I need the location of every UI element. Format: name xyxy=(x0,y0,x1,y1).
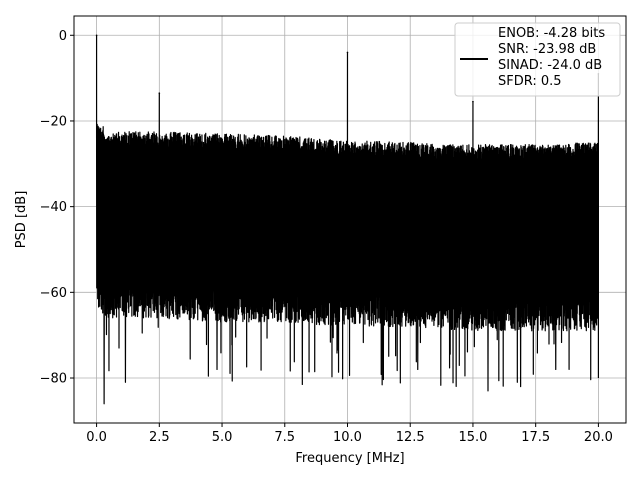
legend-entry-sfdr: SFDR: 0.5 xyxy=(498,74,562,89)
peak-point-2 xyxy=(346,51,349,54)
x-tick-label-3: 7.5 xyxy=(274,430,295,445)
y-tick-label-1: −20 xyxy=(40,114,67,129)
plot-frame xyxy=(73,15,627,424)
x-tick-label-0: 0.0 xyxy=(86,430,107,445)
peak-point-0 xyxy=(95,34,98,37)
x-axis-label: Frequency [MHz] xyxy=(295,451,404,466)
peak-point-3 xyxy=(472,100,474,103)
axis-ticks: 0.0 2.5 5.0 7.5 10.0 12.5 15.0 17.5 20.0 0 −20 −40 −… xyxy=(40,29,613,445)
x-tick-label-1: 2.5 xyxy=(149,430,170,445)
y-tick-label-3: −60 xyxy=(40,286,67,301)
x-tick-label-6: 15.0 xyxy=(458,430,487,445)
psd-line xyxy=(95,35,599,405)
y-tick-label-2: −40 xyxy=(40,200,67,215)
x-tick-label-2: 5.0 xyxy=(212,430,233,445)
x-tick-label-5: 12.5 xyxy=(396,430,425,445)
peak-point-1 xyxy=(158,92,161,94)
legend-entry-enob: ENOB: -4.28 bits xyxy=(498,26,605,41)
legend-entry-snr: SNR: -23.98 dB xyxy=(498,42,596,57)
x-tick-label-4: 10.0 xyxy=(333,430,362,445)
legend-entry-sinad: SINAD: -24.0 dB xyxy=(498,58,602,73)
legend-box xyxy=(454,22,621,97)
legend: ENOB: -4.28 bits SNR: -23.98 dB SINAD: -… xyxy=(454,22,621,97)
x-tick-label-8: 20.0 xyxy=(584,430,613,445)
y-tick-label-4: −80 xyxy=(40,372,67,387)
y-tick-label-0: 0 xyxy=(59,29,67,44)
x-tick-label-7: 17.5 xyxy=(521,430,550,445)
y-axis-label: PSD [dB] xyxy=(14,191,29,249)
